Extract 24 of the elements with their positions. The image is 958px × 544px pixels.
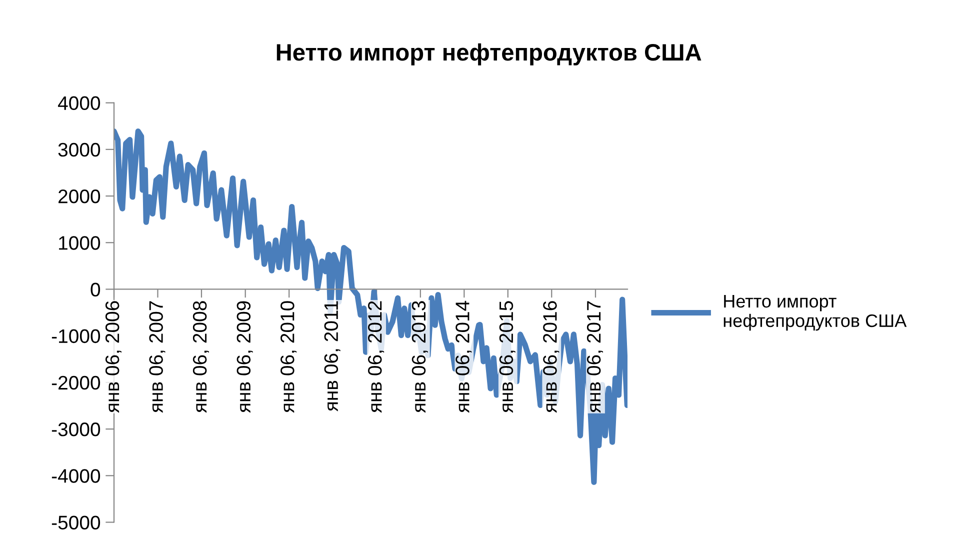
x-tick-label: янв 06, 2009 [236, 301, 253, 413]
y-tick-label: 2000 [58, 189, 100, 204]
y-tick-label: -5000 [52, 516, 100, 530]
x-tick-label: янв 06, 2016 [543, 301, 560, 413]
y-tick-label: -1000 [52, 329, 100, 344]
x-tick-label: янв 06, 2011 [324, 301, 340, 412]
x-tick-label: янв 06, 2014 [456, 300, 472, 413]
chart-title: Нетто импорт нефтепродуктов США [276, 43, 702, 66]
y-tick-label: 1000 [59, 236, 100, 250]
x-tick-label: янв 06, 2015 [499, 301, 516, 413]
y-tick-label: -2000 [52, 376, 100, 390]
y-tick-label: -3000 [52, 422, 100, 436]
y-tick-label: 0 [90, 282, 100, 296]
x-tick-label: янв 06, 2013 [412, 301, 428, 413]
legend-label: Нетто импорт нефтепродуктов США [724, 295, 907, 331]
y-tick-label: 4000 [58, 96, 100, 110]
x-tick-label: янв 06, 2012 [368, 301, 384, 413]
x-tick-label: янв 06, 2006 [105, 301, 122, 413]
x-tick-label: янв 06, 2008 [192, 301, 209, 413]
y-tick-label: -4000 [52, 469, 100, 483]
x-tick-label: янв 06, 2017 [586, 301, 604, 413]
y-tick-label: 3000 [58, 142, 100, 157]
x-tick-label: янв 06, 2010 [280, 301, 297, 413]
x-tick-label: янв 06, 2007 [149, 301, 166, 413]
